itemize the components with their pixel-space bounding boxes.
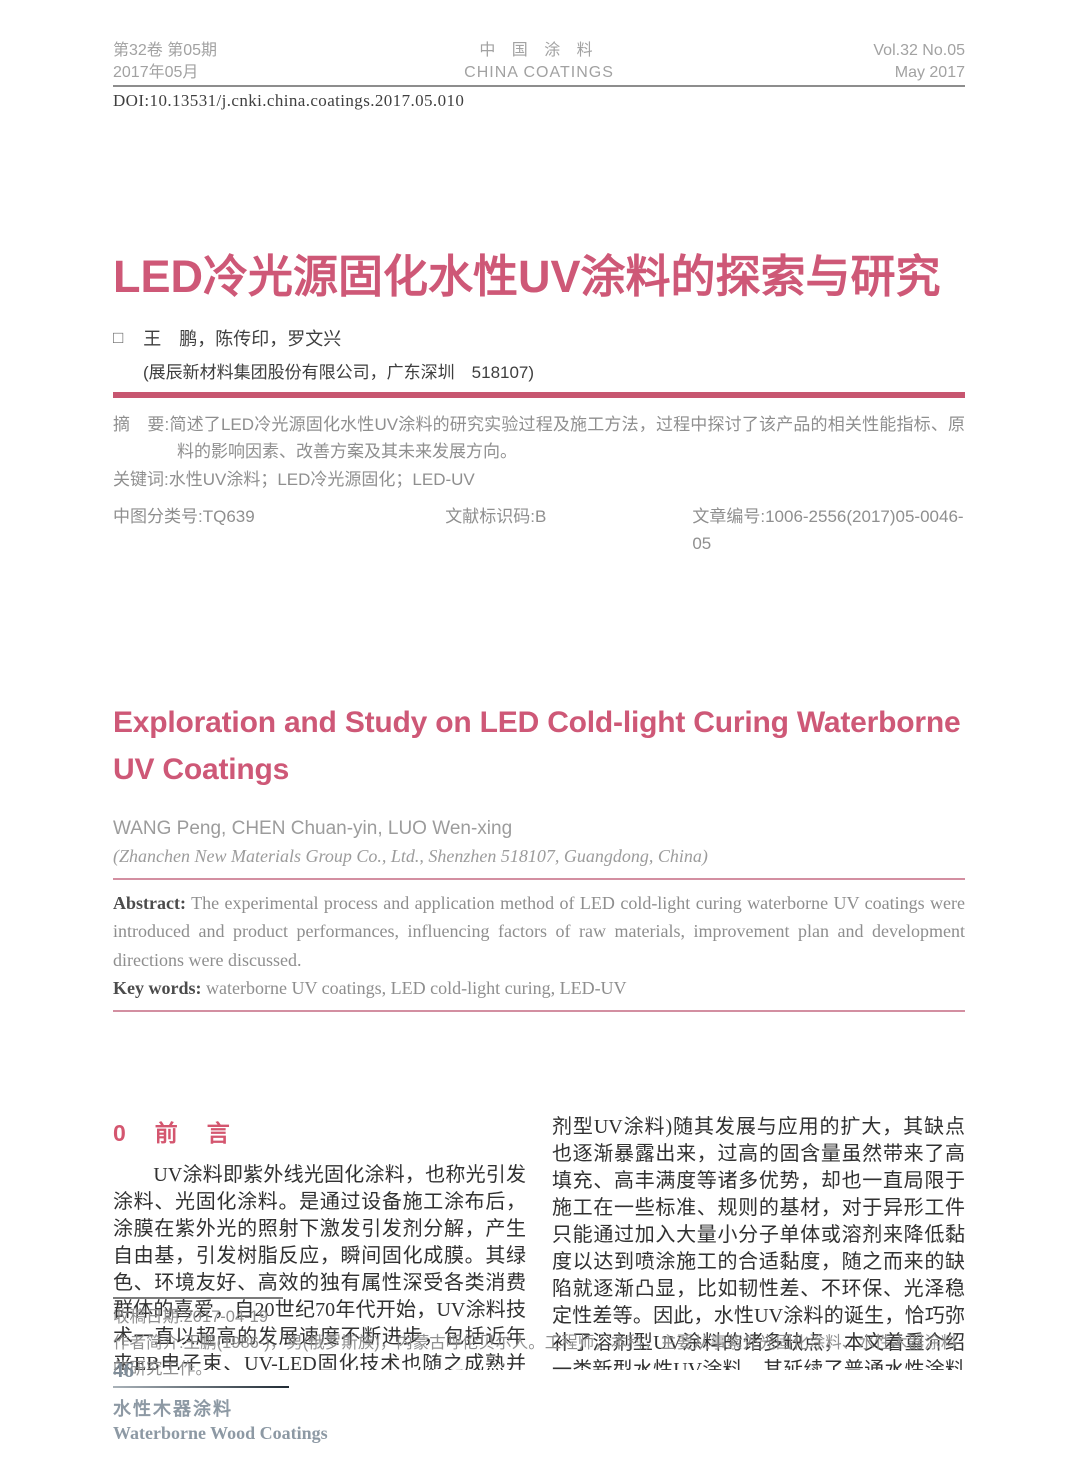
author-bio: 作者简介:王鹏(1986-)，男(俄罗斯族)，内蒙古呼伦贝尔人。工程师，本科，主…: [113, 1334, 958, 1378]
abstract-en-top-rule: [113, 877, 965, 880]
journal-title-block: 中 国 涂 料 CHINA COATINGS: [379, 40, 699, 84]
keywords-en-label: Key words:: [113, 978, 202, 999]
classification-row: 中图分类号:TQ639 文献标识码:B 文章编号:1006-2556(2017)…: [113, 503, 965, 557]
journal-title-en: CHINA COATINGS: [464, 64, 614, 81]
abstract-en-label: Abstract:: [113, 892, 186, 913]
authors-cn-row: □ 王 鹏，陈传印，罗文兴: [113, 325, 965, 351]
affiliation-en: (Zhanchen New Materials Group Co., Ltd.,…: [113, 845, 708, 866]
body-column-left: 0 前 言 UV涂料即紫外线光固化涂料，也称光引发涂料、光固化涂料。是通过设备施…: [113, 1114, 526, 1370]
keywords-cn: 关键词:水性UV涂料；LED冷光源固化；LED-UV: [113, 466, 965, 493]
column-name-cn: 水性木器涂料: [113, 1399, 233, 1419]
keywords-en-text: waterborne UV coatings, LED cold-light c…: [201, 978, 627, 999]
date-en: May 2017: [894, 64, 965, 81]
affiliation-cn: (展辰新材料集团股份有限公司，广东深圳 518107): [143, 363, 535, 382]
section-heading-0: 0 前 言: [113, 1119, 233, 1146]
body-paragraph-left: UV涂料即紫外线光固化涂料，也称光引发涂料、光固化涂料。是通过设备施工涂布后，涂…: [113, 1163, 526, 1370]
author-marker-icon: □: [113, 328, 124, 347]
abstract-cn-label: 摘 要:: [113, 415, 170, 434]
abstract-en: Abstract: The experimental process and a…: [113, 889, 965, 975]
article-body: 0 前 言 UV涂料即紫外线光固化涂料，也称光引发涂料、光固化涂料。是通过设备施…: [113, 1114, 965, 1370]
abstract-en-block: Abstract: The experimental process and a…: [113, 889, 965, 1003]
keywords-cn-label: 关键词:: [113, 470, 169, 489]
authors-cn: 王 鹏，陈传印，罗文兴: [143, 329, 342, 349]
body-column-right: 剂型UV涂料)随其发展与应用的扩大，其缺点也逐渐暴露出来，过高的固含量虽然带来了…: [552, 1114, 965, 1370]
footnote-block: 收稿日期:2017-04-19 作者简介:王鹏(1986-)，男(俄罗斯族)，内…: [113, 1297, 965, 1382]
column-name-en: Waterborne Wood Coatings: [113, 1423, 328, 1443]
abstract-cn-text: 简述了LED冷光源固化水性UV涂料的研究实验过程及施工方法，过程中探讨了该产品的…: [169, 415, 965, 461]
abstract-cn-block: 摘 要:简述了LED冷光源固化水性UV涂料的研究实验过程及施工方法，过程中探讨了…: [113, 411, 965, 557]
body-paragraph-right: 剂型UV涂料)随其发展与应用的扩大，其缺点也逐渐暴露出来，过高的固含量虽然带来了…: [552, 1115, 965, 1370]
page-number: 46: [113, 1358, 134, 1382]
page-footer: 46 水性木器涂料 Waterborne Wood Coatings: [113, 1358, 328, 1444]
received-date: 收稿日期:2017-04-19: [113, 1308, 268, 1326]
volume-issue-cn: 第32卷 第05期: [113, 42, 218, 59]
page-number-rule: [113, 1386, 289, 1388]
abstract-en-text: The experimental process and application…: [113, 892, 965, 970]
footnote-divider: [113, 1297, 283, 1299]
volume-issue-en: Vol.32 No.05: [873, 42, 965, 59]
article-title-en: Exploration and Study on LED Cold-light …: [113, 706, 961, 786]
title-divider-bar: [113, 392, 965, 398]
doi: DOI:10.13531/j.cnki.china.coatings.2017.…: [113, 91, 465, 110]
clc-number: 中图分类号:TQ639: [113, 507, 255, 526]
issue-info-en: Vol.32 No.05 May 2017: [699, 40, 965, 84]
article-title-cn: LED冷光源固化水性UV涂料的探索与研究: [113, 251, 941, 302]
document-code: 文献标识码:B: [445, 507, 547, 526]
abstract-en-bottom-rule: [113, 1009, 965, 1012]
authors-en: WANG Peng, CHEN Chuan-yin, LUO Wen-xing: [113, 817, 513, 839]
article-id: 文章编号:1006-2556(2017)05-0046-05: [692, 507, 964, 553]
journal-title-cn: 中 国 涂 料: [479, 42, 599, 59]
keywords-en: Key words: waterborne UV coatings, LED c…: [113, 974, 965, 1003]
keywords-cn-text: 水性UV涂料；LED冷光源固化；LED-UV: [168, 470, 475, 489]
journal-masthead: 第32卷 第05期 2017年05月 中 国 涂 料 CHINA COATING…: [113, 40, 965, 84]
date-cn: 2017年05月: [113, 64, 199, 81]
abstract-cn: 摘 要:简述了LED冷光源固化水性UV涂料的研究实验过程及施工方法，过程中探讨了…: [113, 411, 965, 465]
header-divider: [113, 85, 965, 87]
issue-info-cn: 第32卷 第05期 2017年05月: [113, 40, 379, 84]
